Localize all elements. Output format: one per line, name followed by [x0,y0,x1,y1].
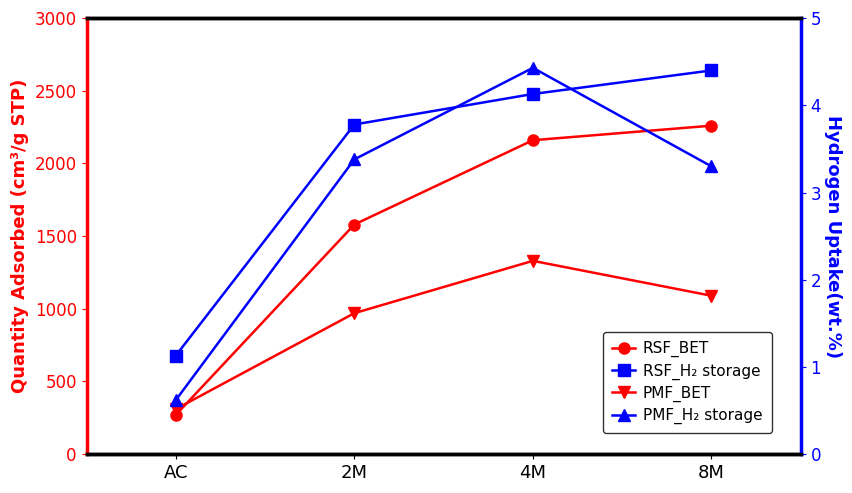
Legend: RSF_BET, RSF_H₂ storage, PMF_BET, PMF_H₂ storage: RSF_BET, RSF_H₂ storage, PMF_BET, PMF_H₂… [602,332,771,433]
RSF_H₂ storage [527,91,538,97]
RSF_BET [705,123,716,129]
PMF_BET [348,310,359,316]
Line: RSF_BET: RSF_BET [170,120,717,421]
Line: PMF_H₂ storage: PMF_H₂ storage [170,62,717,406]
PMF_H₂ storage [348,156,359,162]
Y-axis label: Quantity Adsorbed (cm³/g STP): Quantity Adsorbed (cm³/g STP) [11,79,29,393]
Line: RSF_H₂ storage: RSF_H₂ storage [170,65,717,361]
PMF_BET [705,293,716,299]
RSF_BET [527,137,538,143]
PMF_H₂ storage [527,65,538,71]
RSF_BET [170,412,181,418]
Line: PMF_BET: PMF_BET [170,255,717,415]
PMF_BET [170,406,181,412]
RSF_H₂ storage [348,122,359,128]
PMF_H₂ storage [170,397,181,403]
PMF_H₂ storage [705,163,716,169]
RSF_H₂ storage [705,68,716,73]
PMF_BET [527,258,538,264]
RSF_H₂ storage [170,352,181,358]
Y-axis label: Hydrogen Uptake(wt.%): Hydrogen Uptake(wt.%) [823,114,841,358]
RSF_BET [348,221,359,227]
